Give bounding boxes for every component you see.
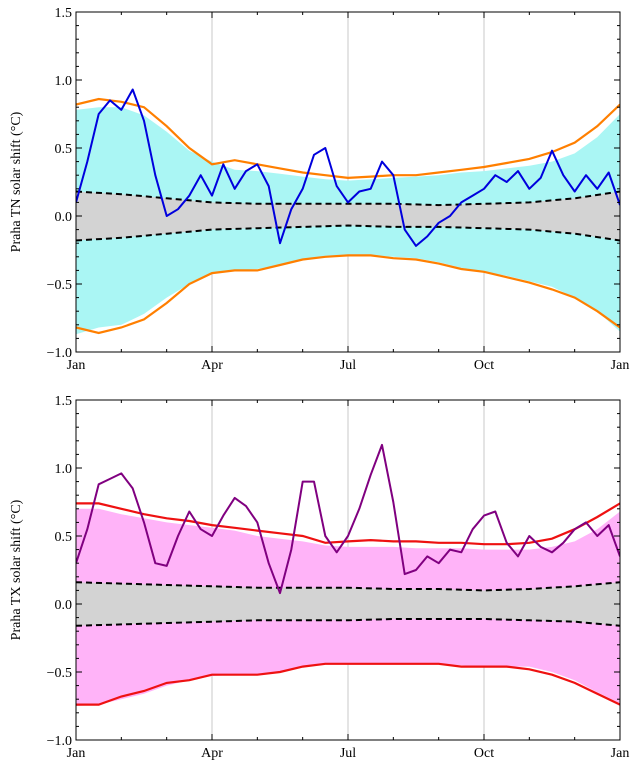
x-tick-label: Oct [474, 358, 494, 373]
y-tick-label: 1.5 [55, 6, 73, 21]
plot-area [76, 12, 620, 352]
signal-line [76, 443, 620, 595]
y-tick-label: 1.0 [55, 462, 73, 477]
y-tick-label: 1.0 [55, 74, 73, 89]
panel-tn: −1.0 −0.5 0.0 0.5 1.0 1.5 Jan Apr Jul Oct Jan Praha… [9, 6, 629, 373]
envelope-upper-line [76, 502, 620, 546]
y-tick-label: −1.0 [47, 346, 72, 361]
y-tick-label: −0.5 [47, 666, 72, 681]
signal-line [76, 88, 620, 247]
x-tick-label: Apr [201, 358, 223, 373]
panel-tx: −1.0 −0.5 0.0 0.5 1.0 1.5 Jan Apr Jul Oct Jan Praha… [9, 394, 629, 761]
y-axis-title: Praha TX solar shift (°C) [9, 499, 24, 640]
y-axis-title: Praha TN solar shift (°C) [9, 111, 24, 252]
plot-area [76, 400, 620, 740]
inner-upper-dashed-line [76, 581, 620, 592]
y-tick-label: 0.0 [55, 598, 73, 613]
y-tick-label: −1.0 [47, 734, 72, 749]
y-tick-label: 1.5 [55, 394, 73, 409]
x-tick-label: Jan [611, 358, 630, 373]
x-tick-label: Apr [201, 746, 223, 761]
x-tick-label: Oct [474, 746, 494, 761]
x-tick-label: Jul [340, 746, 356, 761]
y-tick-label: 0.5 [55, 142, 73, 157]
envelope-lower-line [76, 254, 620, 335]
x-tick-label: Jan [67, 746, 86, 761]
inner-upper-dashed-line [76, 190, 620, 207]
inner-lower-dashed-line [76, 224, 620, 242]
inner-band [76, 582, 620, 626]
y-tick-label: 0.5 [55, 530, 73, 545]
y-tick-label: 0.0 [55, 210, 73, 225]
x-tick-label: Jan [67, 358, 86, 373]
envelope-upper-line [76, 97, 620, 180]
y-tick-label: −0.5 [47, 278, 72, 293]
x-tick-label: Jul [340, 358, 356, 373]
x-tick-label: Jan [611, 746, 630, 761]
envelope-lower-line [76, 662, 620, 706]
inner-lower-dashed-line [76, 618, 620, 627]
inner-band [76, 191, 620, 241]
